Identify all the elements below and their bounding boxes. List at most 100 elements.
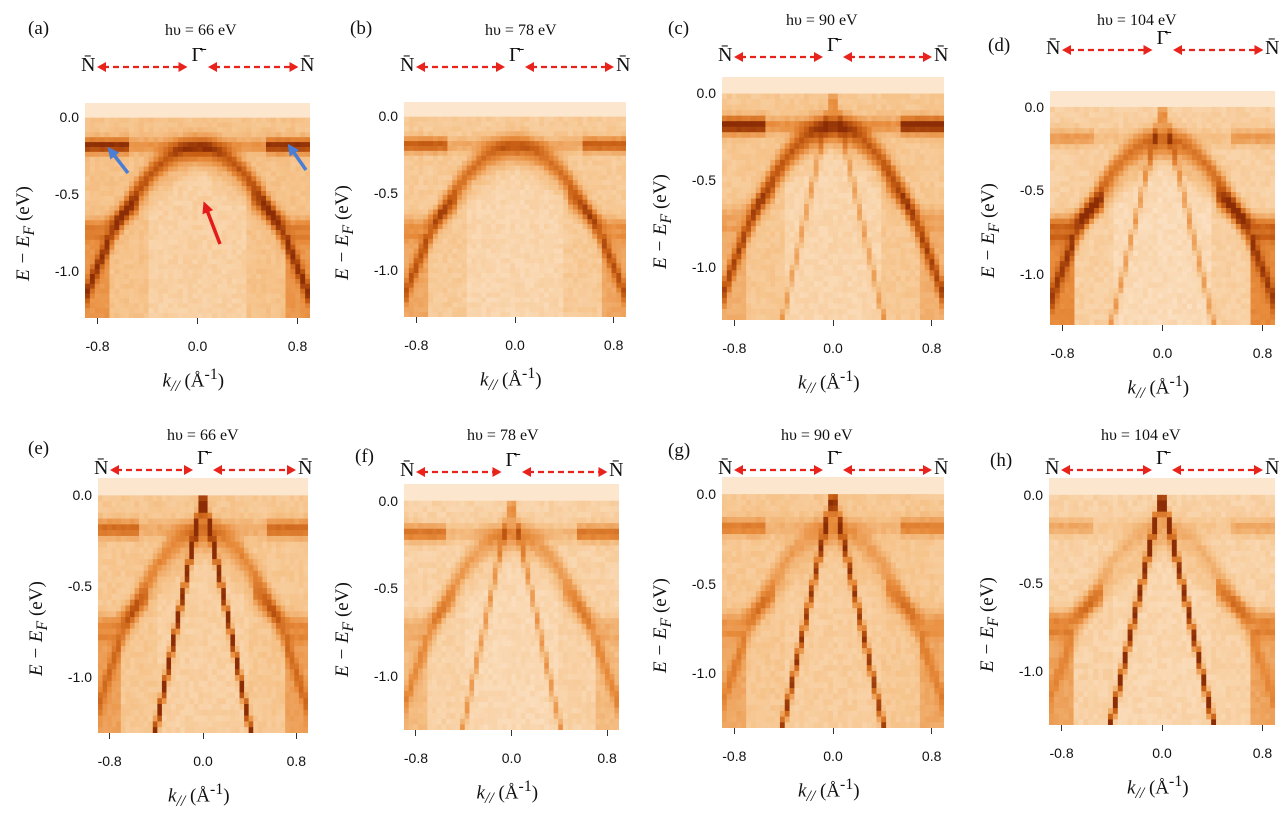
x-axis-label-main: k xyxy=(476,782,485,804)
intensity-image xyxy=(1050,91,1275,325)
x-tick-mark xyxy=(1162,325,1163,331)
x-tick-mark xyxy=(202,733,204,739)
symmetry-point-left: N̄ xyxy=(400,54,415,76)
photon-energy-label: hυ = 104 eV xyxy=(1097,12,1177,29)
x-tick-mark xyxy=(931,728,933,734)
x-axis-label-sup: -1 xyxy=(210,781,224,798)
x-tick-mark xyxy=(415,317,417,323)
panel-label: (g) xyxy=(668,440,691,461)
x-axis-label-sub: // xyxy=(176,793,186,811)
photon-energy-label: hυ = 78 eV xyxy=(485,22,557,39)
x-axis-label-sup: -1 xyxy=(518,778,532,795)
x-axis-label: k// (Å-1) xyxy=(1127,773,1189,803)
y-tick-label: -1.0 xyxy=(691,665,716,682)
y-tick-label: 0.0 xyxy=(59,109,79,126)
x-axis-label-main: k xyxy=(798,780,807,802)
x-axis-label-main: k xyxy=(1127,777,1136,799)
x-tick-label: 0.8 xyxy=(1252,745,1273,761)
x-tick-mark xyxy=(511,730,512,736)
x-tick-label: 0.0 xyxy=(1152,345,1173,361)
x-axis-label-sup: -1 xyxy=(1169,373,1183,390)
x-tick-label: 0.8 xyxy=(597,750,617,766)
x-tick-label: 0.0 xyxy=(1152,745,1172,761)
x-axis-label: k// (Å-1) xyxy=(480,365,542,395)
x-axis-label-unit: (Å xyxy=(185,785,211,807)
blue-arrow-right xyxy=(287,143,308,171)
y-tick-label: -1.0 xyxy=(67,669,92,686)
photon-energy-label: hυ = 90 eV xyxy=(786,12,858,29)
x-tick-label: 0.8 xyxy=(287,338,308,354)
arpes-intensity-map xyxy=(404,102,626,317)
k-path-arrow-right xyxy=(1172,45,1263,55)
k-path-arrow-left xyxy=(1061,465,1152,475)
x-tick-label: -0.8 xyxy=(722,340,747,356)
symmetry-point-center: Γ̄ xyxy=(1156,447,1168,469)
x-axis-label-close: ) xyxy=(1182,777,1189,799)
y-tick-label: -1.0 xyxy=(54,262,79,279)
x-tick-label: 0.0 xyxy=(187,338,208,354)
symmetry-point-right: N̄ xyxy=(934,457,949,479)
symmetry-point-left: N̄ xyxy=(1046,37,1061,59)
y-tick-label: -0.5 xyxy=(691,172,716,189)
x-axis-label-close: ) xyxy=(531,782,539,804)
panel-label: (b) xyxy=(350,18,373,39)
y-tick-label: -1.0 xyxy=(691,258,716,275)
x-tick-label: 0.8 xyxy=(603,337,624,353)
x-tick-mark xyxy=(514,317,516,323)
panel-label: (d) xyxy=(988,35,1011,56)
arpes-intensity-map xyxy=(98,478,308,733)
y-tick-label: -0.5 xyxy=(373,580,398,597)
x-tick-mark xyxy=(832,728,834,734)
x-axis-label: k// (Å-1) xyxy=(1128,373,1190,403)
x-axis-label-main: k xyxy=(480,369,489,391)
x-tick-mark xyxy=(297,318,298,324)
x-axis-label-sup: -1 xyxy=(840,368,854,385)
symmetry-point-left: N̄ xyxy=(1045,457,1060,479)
symmetry-point-right: N̄ xyxy=(1265,37,1280,59)
intensity-image xyxy=(404,484,619,730)
arpes-intensity-map xyxy=(722,77,944,320)
y-tick-label: 0.0 xyxy=(1023,486,1043,503)
x-axis-label: k// (Å-1) xyxy=(798,776,860,806)
k-path-arrow-left xyxy=(416,467,502,477)
k-path-arrow-left xyxy=(1062,45,1153,55)
y-tick-label: -1.0 xyxy=(1018,663,1043,680)
symmetry-point-right: N̄ xyxy=(934,44,949,66)
k-path-arrow-right xyxy=(525,62,614,72)
k-path-arrow-left xyxy=(110,465,193,475)
x-tick-label: 0.0 xyxy=(501,750,522,766)
x-axis-label-unit: (Å xyxy=(497,369,523,391)
x-tick-mark xyxy=(1262,325,1263,331)
x-axis-label: k// (Å-1) xyxy=(163,366,225,396)
panel-label: (e) xyxy=(28,438,50,459)
x-axis-label-main: k xyxy=(168,785,177,807)
x-axis-label: k// (Å-1) xyxy=(798,368,860,398)
x-axis-label-sup: -1 xyxy=(522,365,536,382)
photon-energy-label: hυ = 66 eV xyxy=(167,427,239,444)
x-axis-label-sub: // xyxy=(806,788,816,806)
x-axis-label-sub: // xyxy=(488,377,498,395)
x-tick-label: -0.8 xyxy=(403,750,428,766)
x-axis-label-unit: (Å xyxy=(493,782,519,804)
x-axis-label-sup: -1 xyxy=(204,366,218,383)
photon-energy-label: hυ = 78 eV xyxy=(467,427,539,444)
x-axis-label-sup: -1 xyxy=(1169,773,1183,790)
y-tick-label: 0.0 xyxy=(1024,98,1044,115)
x-axis-label: k// (Å-1) xyxy=(477,778,539,808)
symmetry-point-center: Γ̄ xyxy=(197,447,209,469)
x-axis-label-main: k xyxy=(798,372,807,394)
x-tick-label: -0.8 xyxy=(722,748,747,764)
x-tick-mark xyxy=(832,320,834,326)
x-axis-label-close: ) xyxy=(535,369,542,391)
y-tick-label: -0.5 xyxy=(1018,574,1043,591)
x-tick-mark xyxy=(415,730,417,736)
x-tick-label: 0.8 xyxy=(286,753,307,769)
arpes-intensity-map xyxy=(1050,91,1275,325)
symmetry-point-right: N̄ xyxy=(300,54,315,76)
red-arrow xyxy=(202,201,222,245)
k-path-arrow-left xyxy=(416,62,505,72)
x-axis-label-unit: (Å xyxy=(1144,777,1170,799)
x-axis-label-sub: // xyxy=(1135,785,1145,803)
x-tick-label: 0.0 xyxy=(823,340,843,356)
